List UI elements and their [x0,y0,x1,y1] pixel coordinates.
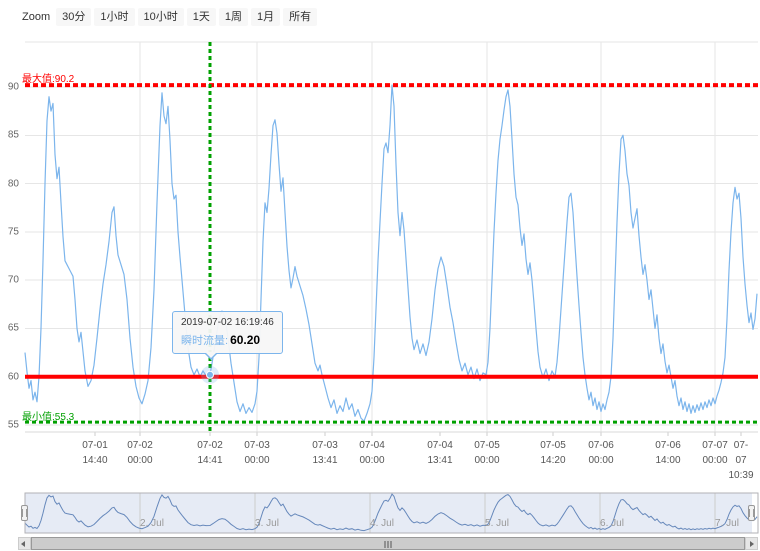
x-axis-label: 07-01 14:40 [82,440,108,466]
series-line [24,84,758,422]
y-axis-label: 55 [7,419,19,431]
y-axis-label: 60 [7,371,19,383]
x-axis-label: 07-07 10:39 [728,440,754,481]
navigator-date-label: 3. Jul [255,518,279,529]
scrollbar [18,537,758,550]
tooltip-datetime: 2019-07-02 16:19:46 [181,317,274,328]
x-axis-label: 07-07 00:00 [702,440,728,466]
navigator-series-line [24,493,758,532]
point-marker [206,370,214,379]
tooltip-series-label: 瞬时流量: [181,335,229,347]
navigator-right-handle[interactable] [748,505,755,521]
zoom-button-2[interactable]: 10小时 [137,8,184,26]
zoom-buttons-group: 30分 1小时 10小时 1天 1周 1月 所有 [56,8,318,26]
y-axis-label: 90 [7,81,19,93]
navigator-date-label: 6. Jul [600,518,624,529]
navigator-mask [25,493,752,533]
left-arrow-icon [21,541,25,547]
x-axis-label: 07-04 13:41 [427,440,453,466]
tooltip: 2019-07-02 16:19:46 瞬时流量: 60.20 [172,311,283,360]
scrollbar-left-arrow[interactable] [18,537,31,550]
y-axis-label: 70 [7,274,19,286]
x-axis-label: 07-02 14:41 [197,440,223,466]
zoom-button-0[interactable]: 30分 [56,8,92,26]
x-axis-label: 07-02 00:00 [127,440,153,466]
scrollbar-grip-icon [384,541,392,548]
y-axis-label: 75 [7,226,19,238]
x-axis-label: 07-06 14:00 [655,440,681,466]
x-axis-label: 07-04 00:00 [359,440,385,466]
x-axis-label: 07-03 13:41 [312,440,338,466]
navigator-date-label: 2. Jul [140,518,164,529]
min-plotline-label: 最小值:55.3 [22,412,75,423]
x-axis-label: 07-03 00:00 [244,440,270,466]
zoom-button-5[interactable]: 1月 [251,8,281,26]
scrollbar-thumb[interactable] [31,537,745,550]
tooltip-value: 60.20 [230,333,261,347]
right-arrow-icon [750,541,754,547]
y-axis-label: 80 [7,178,19,190]
max-plotline-label: 最大值:90.2 [22,74,75,85]
navigator-date-label: 5. Jul [485,518,509,529]
y-axis-label: 85 [7,129,19,141]
range-selector: Zoom 30分 1小时 10小时 1天 1周 1月 所有 [22,8,318,26]
y-axis-label: 65 [7,322,19,334]
zoom-label: Zoom [22,11,51,23]
navigator-left-handle[interactable] [21,505,28,521]
zoom-button-4[interactable]: 1周 [218,8,248,26]
zoom-button-3[interactable]: 1天 [186,8,216,26]
zoom-button-1[interactable]: 1小时 [94,8,135,26]
x-axis-label: 07-05 14:20 [540,440,566,466]
zoom-button-6[interactable]: 所有 [283,8,318,26]
navigator-date-label: 4. Jul [370,518,394,529]
x-axis-label: 07-05 00:00 [474,440,500,466]
navigator-date-label: 7. Jul [715,518,739,529]
scrollbar-right-arrow[interactable] [745,537,758,550]
x-axis-label: 07-06 00:00 [588,440,614,466]
